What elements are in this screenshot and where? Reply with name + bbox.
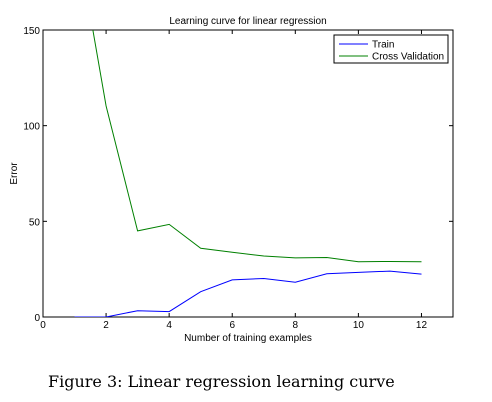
y-tick-label: 50 bbox=[29, 217, 41, 228]
x-tick-label: 12 bbox=[416, 320, 428, 331]
learning-curve-chart: Learning curve for linear regression 0 2 4… bbox=[9, 16, 454, 344]
legend-label-cross-validation: Cross Validation bbox=[372, 52, 444, 63]
y-tick-label: 100 bbox=[23, 122, 40, 133]
legend: Train Cross Validation bbox=[333, 34, 449, 64]
legend-box bbox=[333, 34, 449, 64]
x-tick-label: 8 bbox=[293, 320, 299, 331]
legend-label-train: Train bbox=[372, 40, 394, 51]
x-tick-label: 6 bbox=[229, 320, 235, 331]
x-tick-label: 4 bbox=[166, 320, 172, 331]
y-tick-label: 150 bbox=[23, 26, 40, 37]
figure-caption: Figure 3: Linear regression learning cur… bbox=[48, 372, 395, 391]
series-lines bbox=[74, 30, 422, 317]
series-line-cross-validation bbox=[92, 30, 422, 263]
x-tick-label: 0 bbox=[40, 320, 46, 331]
y-axis-title: Error bbox=[9, 162, 20, 185]
series-line-train bbox=[74, 270, 422, 317]
axis-ticks: 0 2 4 6 8 10 12 0 50 100 150 bbox=[23, 26, 453, 331]
x-axis-title: Number of training examples bbox=[184, 333, 312, 344]
chart-title: Learning curve for linear regression bbox=[169, 16, 326, 27]
plot-area bbox=[42, 29, 454, 318]
x-tick-label: 10 bbox=[353, 320, 365, 331]
y-tick-label: 0 bbox=[34, 313, 40, 324]
x-tick-label: 2 bbox=[103, 320, 109, 331]
